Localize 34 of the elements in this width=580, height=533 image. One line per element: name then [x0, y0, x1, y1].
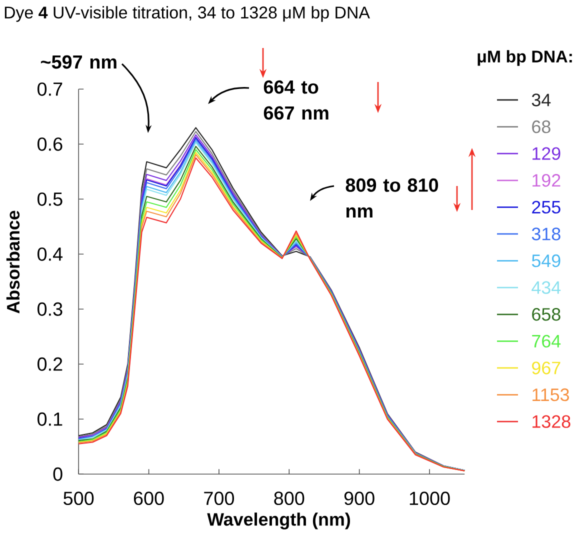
legend-label: 34 — [532, 94, 551, 106]
legend-label: 318 — [532, 228, 560, 240]
legend-label: 434 — [532, 281, 561, 294]
text: ~597 nm — [40, 55, 116, 69]
annotation: 809 to 810 nm — [346, 178, 438, 218]
x-tick-label: 500 — [64, 492, 94, 506]
x-tick-label: 800 — [274, 492, 304, 506]
x-tick-label: 600 — [134, 492, 164, 506]
annotation: 664 to 667 nm — [264, 80, 328, 120]
legend-label: 549 — [532, 254, 560, 268]
y-tick-label: 0 — [53, 467, 62, 481]
y-tick-label: 0.7 — [38, 82, 62, 96]
legend-label: 1328 — [532, 415, 570, 428]
legend-label: 68 — [532, 120, 550, 134]
y-tick-label: 0.1 — [38, 412, 62, 426]
x-axis-title: Wavelength (nm) — [207, 512, 350, 530]
y-tick-label: 0.5 — [38, 192, 62, 206]
y-tick-label: 0.6 — [38, 137, 62, 151]
x-tick-label: 900 — [344, 492, 374, 506]
legend-label: 967 — [532, 362, 560, 374]
x-tick-label: 1000 — [410, 492, 450, 506]
legend-title: μM bp DNA: — [478, 50, 572, 66]
legend-label: 192 — [532, 174, 560, 187]
y-tick-label: 0.4 — [38, 247, 63, 261]
legend-label: 764 — [532, 334, 561, 348]
y-tick-label: 0.3 — [38, 302, 62, 316]
legend-label: 1153 — [532, 388, 569, 402]
y-tick-label: 0.2 — [38, 357, 62, 371]
chart-title: Dye 4 UV-visible titration, 34 to 1328 μM bp DNA — [4, 6, 370, 22]
legend-label: 129 — [532, 147, 560, 160]
legend-label: 255 — [532, 200, 560, 214]
legend-label: 658 — [532, 308, 560, 321]
y-axis-title: Absorbance — [6, 210, 20, 314]
x-tick-label: 700 — [204, 492, 234, 506]
